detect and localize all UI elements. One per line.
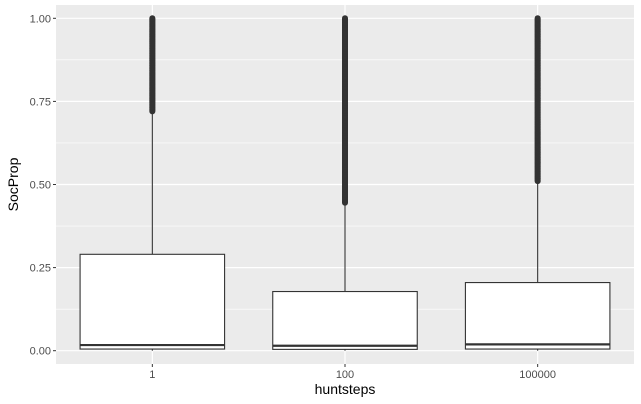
y-tick-label: 1.00 xyxy=(30,13,51,25)
outlier-point xyxy=(534,15,541,22)
x-axis-title: huntsteps xyxy=(315,381,376,397)
x-axis: 1 100 100000 xyxy=(149,364,556,381)
y-axis-title: SocProp xyxy=(5,157,21,211)
y-tick-label: 0.50 xyxy=(30,180,51,192)
box-body xyxy=(272,290,418,350)
box-body xyxy=(79,253,226,350)
outlier-point xyxy=(342,15,348,22)
x-tick-label: 100 xyxy=(336,369,354,381)
x-tick-label: 1 xyxy=(149,369,155,381)
box-body xyxy=(464,282,611,350)
y-tick-label: 0.00 xyxy=(30,346,51,358)
box-1 xyxy=(79,15,226,351)
box-100000 xyxy=(464,15,611,351)
y-axis: 0.00 0.25 0.50 0.75 1.00 xyxy=(30,13,56,358)
y-tick-label: 0.25 xyxy=(30,263,51,275)
y-tick-label: 0.75 xyxy=(30,96,51,108)
x-tick-label: 100000 xyxy=(519,369,556,381)
boxes xyxy=(79,15,611,351)
box-100 xyxy=(272,15,418,351)
outlier-point xyxy=(149,15,156,22)
